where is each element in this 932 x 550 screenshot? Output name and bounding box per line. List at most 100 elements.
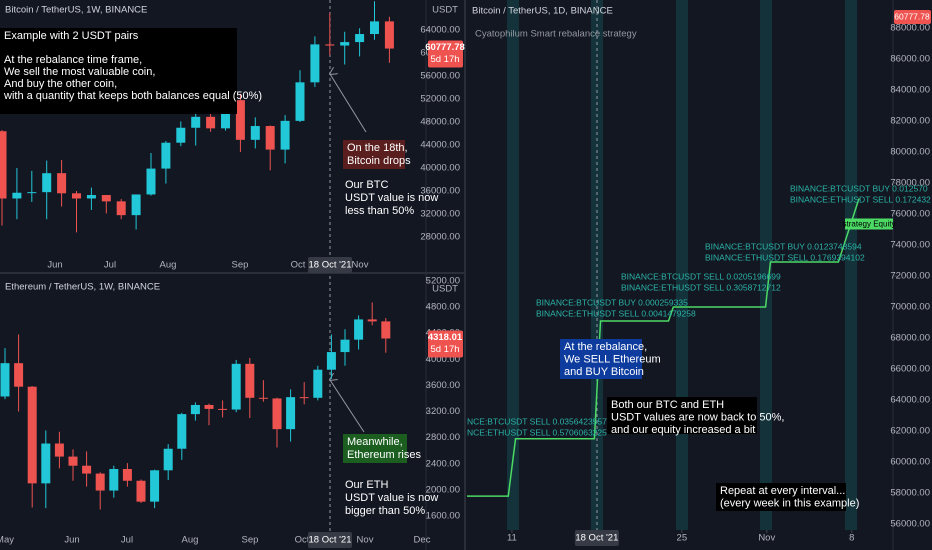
trade-label: BINANCE:ETHUSDT SELL 0.172432 (790, 194, 931, 204)
candle-body (367, 319, 377, 322)
candle-body (82, 465, 92, 474)
y-tick-label: 3600.00 (426, 380, 460, 391)
annotation-text: Repeat at every interval... (720, 485, 845, 497)
candle-body (72, 193, 81, 199)
candle-body (42, 173, 52, 193)
x-tick-label: Oct (291, 260, 306, 271)
candle-body (54, 443, 64, 457)
candle-body (95, 473, 105, 491)
candle-body (191, 116, 201, 128)
annotation-text: On the 18th, (347, 142, 408, 154)
y-tick-label: 80000.00 (890, 147, 930, 158)
annotation-text: with a quantity that keeps both balances… (3, 90, 262, 102)
last-price-bg (428, 330, 463, 358)
x-tick-label: Jul (104, 260, 116, 271)
y-tick-label: 76000.00 (890, 209, 930, 220)
y-tick-label: 58000.00 (890, 488, 930, 499)
annotation-text: USDT values are now back to 50%, (611, 411, 784, 423)
cursor-label-bg (574, 530, 619, 546)
annotation-text: At the rebalance time frame, (4, 54, 142, 66)
candle-body (310, 44, 320, 83)
cursor-label-bg (308, 257, 352, 273)
y-tick-label: 64000.00 (890, 395, 930, 406)
annotation-text: Both our BTC and ETH (611, 399, 724, 411)
candle-body (68, 456, 78, 466)
y-tick-label: 4000.00 (426, 354, 460, 365)
chart-title: Bitcoin / TetherUS, 1D, BINANCE (472, 6, 613, 17)
candle-body (146, 168, 156, 195)
x-tick-label: Sep (232, 260, 249, 271)
y-tick-label: 86000.00 (890, 54, 930, 65)
x-tick-label: 11 (507, 533, 517, 544)
candle-body (150, 470, 160, 502)
y-tick-label: 78000.00 (890, 178, 930, 189)
candle-body (325, 44, 335, 46)
candle-body (41, 443, 51, 484)
candle-body (27, 192, 37, 194)
candle-body (313, 369, 323, 398)
chart-title: Ethereum / TetherUS, 1W, BINANCE (5, 282, 160, 293)
annotation-text: We sell the most valuable coin, (4, 66, 155, 78)
x-tick-label: Oct (295, 535, 310, 546)
annotation-box (343, 140, 405, 169)
trade-label: BINANCE:BTCUSDT BUY 0.012570 (790, 183, 928, 193)
candle-body (136, 480, 146, 502)
candle-body (340, 339, 350, 353)
countdown: 5d 17h (430, 54, 459, 65)
candle-body (295, 82, 305, 121)
candle-body (131, 194, 141, 216)
candle-body (354, 319, 364, 340)
x-tick-label: 25 (677, 533, 688, 544)
arrow (330, 74, 367, 133)
equity-line (467, 198, 860, 497)
candle-body (235, 100, 245, 140)
y-tick-label: 70000.00 (890, 302, 930, 313)
band (760, 0, 772, 530)
annotation-text: less than 50% (345, 205, 414, 217)
candle-body (204, 404, 214, 409)
annotation-text: We SELL Ethereum (564, 353, 661, 365)
candle-body (265, 126, 275, 150)
candle-body (122, 468, 132, 481)
x-tick-label: Nov (352, 260, 369, 271)
candle-body (326, 352, 336, 370)
y-tick-label: 48000.00 (420, 117, 460, 128)
y-tick-label: 88000.00 (890, 23, 930, 34)
trade-label: BINANCE:BTCUSDT SELL 0.0205196699 (621, 271, 781, 281)
candle-body (176, 127, 186, 143)
annotation-text: And buy the other coin, (4, 78, 117, 90)
candle-body (109, 468, 119, 491)
y-tick-label: 56000.00 (890, 519, 930, 530)
last-price-bg (894, 10, 931, 24)
x-tick-label: Jun (47, 260, 62, 271)
candle-body (355, 34, 365, 43)
y-tick-label: 1600.00 (426, 511, 460, 522)
y-tick-label: 32000.00 (420, 209, 460, 220)
x-tick-label: Jul (121, 535, 133, 546)
x-tick-label: Dec (414, 535, 431, 546)
trade-label: BINANCE:ETHUSDT SELL 0.1769394102 (705, 252, 865, 262)
candle-body (116, 201, 126, 216)
candle-body (0, 363, 10, 397)
candle-body (299, 397, 309, 399)
y-tick-label: 68000.00 (890, 333, 930, 344)
trade-label: NCE:BTCUSDT SELL 0.0356423557 (467, 416, 607, 426)
annotation-text: Example with 2 USDT pairs (4, 30, 139, 42)
candle-body (12, 192, 22, 199)
candle-body (0, 131, 7, 199)
annotation-text: Bitcoin drops (347, 155, 411, 167)
axis-unit: USDT (432, 284, 458, 295)
candle-body (221, 100, 230, 129)
annotation-text: Our BTC (345, 179, 388, 191)
candle-body (86, 195, 96, 199)
candle-body (101, 195, 111, 202)
candle-body (272, 398, 282, 430)
y-tick-label: 2800.00 (426, 432, 460, 443)
axis-unit: USDT (432, 5, 458, 16)
arrow (330, 380, 365, 433)
last-price: 60777.78 (425, 42, 465, 53)
cursor-label-bg (308, 532, 352, 548)
annotation-text: Our ETH (345, 479, 388, 491)
